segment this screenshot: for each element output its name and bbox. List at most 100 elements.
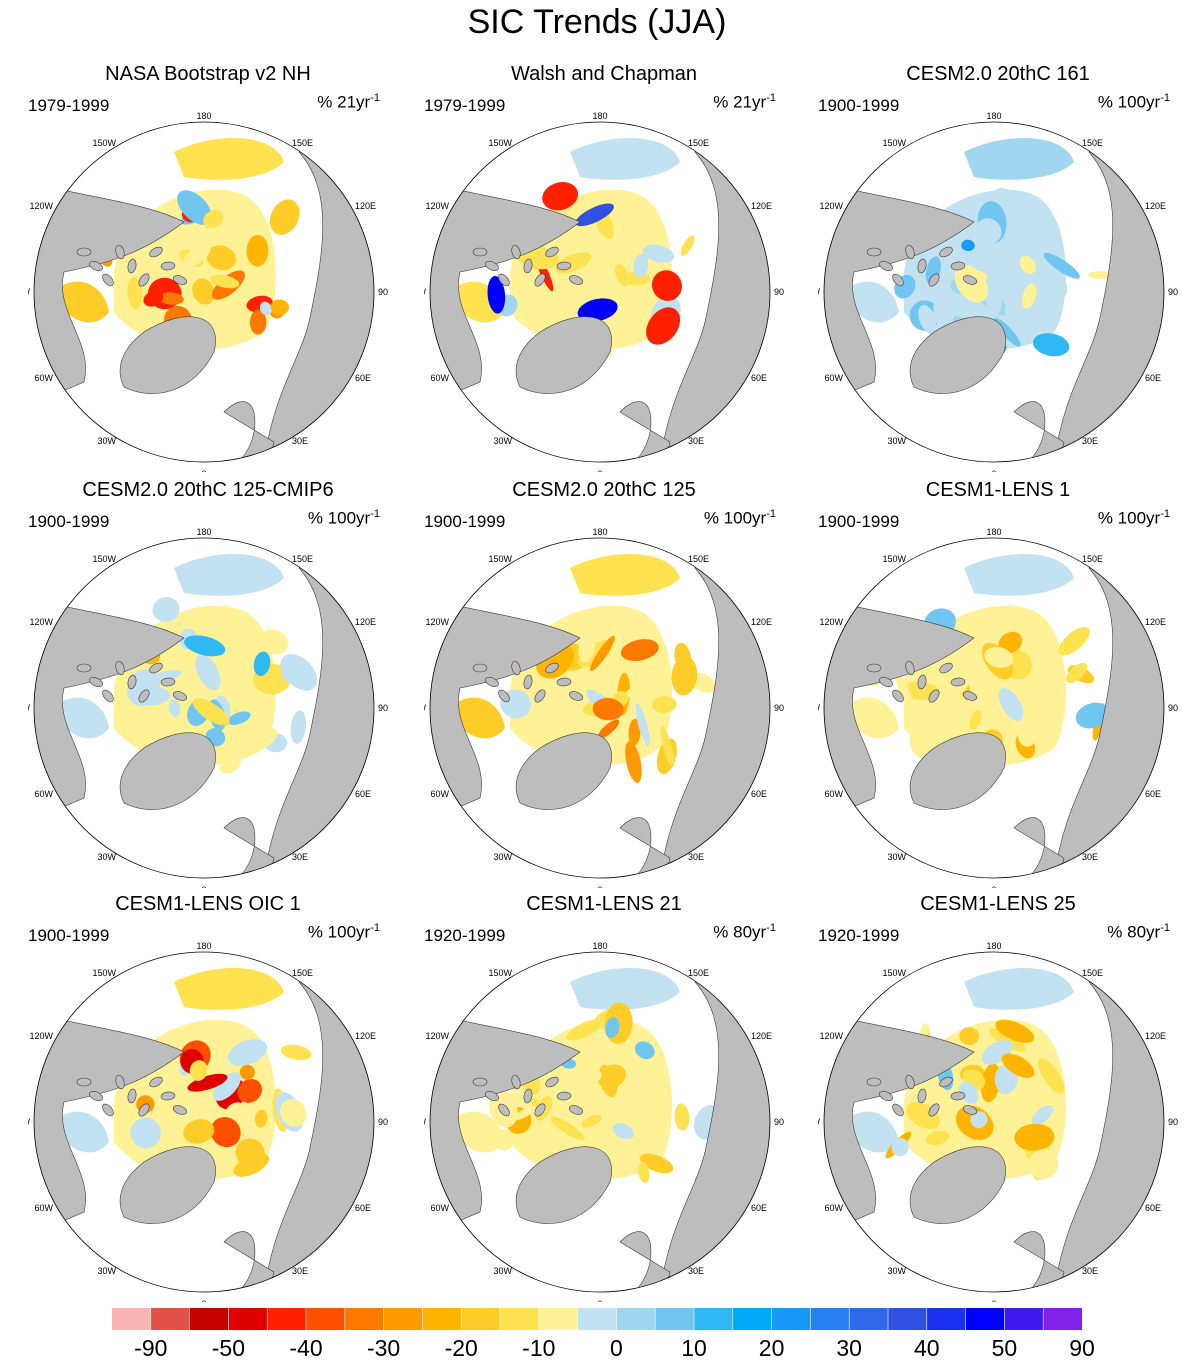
panel-units: % 100yr-1 [1097, 92, 1170, 112]
island [939, 1076, 953, 1088]
panel-period: 1900-1999 [28, 512, 110, 531]
colorbar-label: 10 [681, 1335, 707, 1361]
longitude-label: 60E [355, 789, 371, 799]
colorbar [112, 1308, 1082, 1330]
ice-patch [918, 305, 937, 333]
island [950, 261, 966, 271]
ice-field [964, 554, 1074, 596]
island [866, 1077, 882, 1087]
ice-patch [143, 290, 164, 307]
longitude-label: 60E [751, 1203, 767, 1213]
longitude-label: 60W [34, 373, 53, 383]
ice-field [570, 968, 680, 1010]
figure-title: SIC Trends (JJA) [467, 3, 727, 41]
greenland [909, 732, 1006, 810]
ice-patch [581, 1114, 602, 1128]
ice-field [964, 138, 1074, 180]
longitude-label: 30E [688, 436, 704, 446]
longitude-label: 120E [355, 201, 376, 211]
ice-patch [210, 1117, 241, 1148]
ice-patch [177, 190, 212, 225]
longitude-label: 30W [887, 852, 906, 862]
colorbar-swatch [849, 1308, 889, 1330]
north-america [34, 171, 185, 413]
island [160, 677, 176, 687]
ice-patch [249, 309, 267, 335]
island [545, 246, 559, 258]
ice-patch [598, 1064, 618, 1098]
longitude-label: 60E [1145, 373, 1161, 383]
longitude-label: 180 [986, 527, 1001, 537]
ice-patch [1033, 333, 1070, 357]
island [939, 246, 953, 258]
ice-patch [1004, 301, 1020, 317]
panel-units: % 21yr-1 [713, 92, 776, 112]
ice-patch [235, 1138, 265, 1168]
longitude-label: 90E [1168, 1117, 1178, 1127]
longitude-label: 120W [425, 1031, 449, 1041]
map-panel: CESM1-LENS 1 1900-1999 % 100yr-1 180 150E 120… [818, 478, 1178, 888]
colorbar-swatch [461, 1308, 501, 1330]
longitude-label: 150E [1082, 554, 1103, 564]
longitude-label: 60W [34, 789, 53, 799]
ice-patch [270, 299, 290, 315]
island [928, 689, 940, 703]
ice-patch [1088, 271, 1111, 280]
island [568, 691, 584, 701]
island [102, 689, 114, 703]
island [962, 691, 978, 701]
longitude-label: 30E [1082, 436, 1098, 446]
longitude-label: 60W [34, 1203, 53, 1213]
ice-patch [680, 235, 695, 256]
ice-field [964, 968, 1074, 1010]
longitude-label: 30E [688, 1266, 704, 1276]
longitude-label: 60E [355, 373, 371, 383]
ice-patch [578, 629, 596, 663]
panel-title: CESM2.0 20thC 125-CMIP6 [82, 479, 334, 501]
panel-units: % 100yr-1 [307, 508, 380, 528]
ice-patch [998, 631, 1023, 654]
colorbar-swatch [577, 1308, 617, 1330]
ice-patch [597, 719, 620, 739]
ice-patch [566, 1019, 602, 1041]
island [102, 1103, 114, 1117]
colorbar-label: 30 [836, 1335, 862, 1361]
ice-patch [192, 278, 215, 305]
ice-patch [970, 1111, 988, 1129]
longitude-label: 90W [818, 703, 820, 713]
colorbar-label: 90 [1069, 1335, 1095, 1361]
ice-patch [258, 629, 289, 655]
ice-patch [652, 270, 682, 301]
ice-patch [1028, 1149, 1059, 1180]
ice-patch [989, 1028, 1026, 1052]
colorbar-swatch [150, 1308, 190, 1330]
longitude-label: 90W [818, 1117, 820, 1127]
ice-patch [158, 292, 184, 305]
island [568, 275, 584, 285]
ice-patch [571, 1065, 602, 1084]
north-america [430, 1001, 581, 1243]
ice-patch [189, 1060, 208, 1081]
longitude-label: 30E [1082, 1266, 1098, 1276]
ice-patch [626, 687, 649, 699]
panel-period: 1900-1999 [424, 512, 506, 531]
ice-patch [1018, 728, 1036, 747]
island [556, 677, 572, 687]
panel-title: CESM1-LENS 1 [925, 479, 1071, 501]
ice-patch [237, 1078, 262, 1103]
island [879, 261, 893, 271]
panel-title: CESM1-LENS 21 [526, 893, 682, 915]
ice-patch [1019, 255, 1036, 274]
ice-patch [634, 1041, 655, 1060]
ice-patch [961, 239, 975, 252]
ice-patch [891, 1138, 909, 1157]
map-panel: CESM1-LENS 25 1920-1999 % 80yr-1 180 150E 120… [818, 892, 1178, 1302]
island [917, 674, 927, 690]
ice-patch [984, 272, 1003, 316]
island [89, 1091, 103, 1101]
ice-patch [487, 276, 506, 314]
island [523, 1088, 533, 1104]
island [905, 1074, 915, 1090]
map-border [429, 121, 771, 463]
longitude-label: 180 [592, 111, 607, 121]
